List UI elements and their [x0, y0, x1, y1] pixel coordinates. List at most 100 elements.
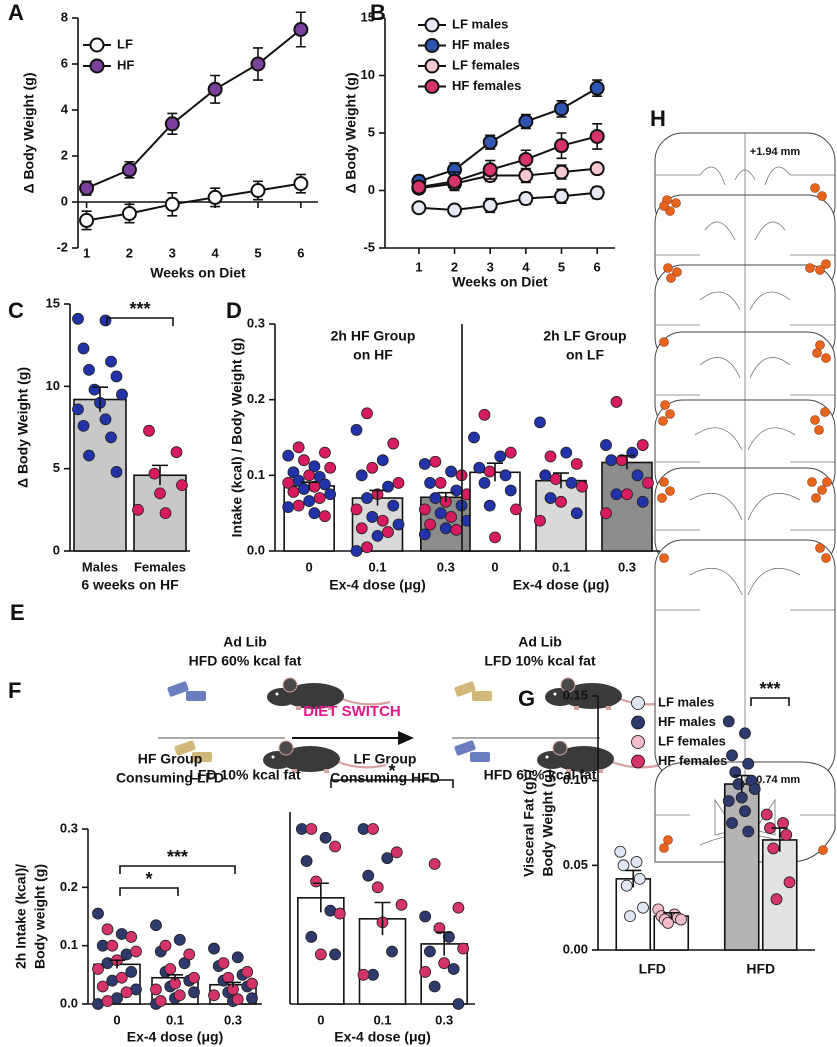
marker	[121, 206, 137, 221]
data-point	[544, 450, 557, 463]
data-point	[624, 910, 636, 923]
data-point	[468, 431, 480, 444]
y-tick-label: 0.15	[563, 687, 588, 702]
x-tick-label: 0	[306, 559, 313, 574]
data-point	[483, 499, 496, 512]
data-point	[620, 879, 633, 892]
data-point	[443, 931, 455, 943]
y-tick-label: 0.1	[60, 937, 78, 952]
data-point	[534, 514, 546, 527]
diagram-diet-label: HFD 60% kcal fat	[189, 653, 302, 669]
marker	[207, 189, 223, 205]
data-point	[600, 507, 612, 520]
y-tick-label: 0.3	[247, 315, 265, 330]
significance-label: ***	[759, 679, 780, 699]
marker	[293, 176, 309, 192]
legend-marker	[631, 715, 645, 730]
data-point	[642, 476, 654, 489]
y-tick-label: 5	[368, 124, 375, 139]
data-point	[433, 922, 446, 935]
pellet	[470, 752, 490, 762]
chart-title: Consuming HFD	[330, 770, 440, 786]
data-point	[636, 495, 649, 508]
data-point	[418, 458, 431, 470]
data-point	[549, 473, 562, 486]
data-point	[132, 503, 144, 516]
data-point	[77, 342, 90, 355]
legend-marker	[631, 735, 645, 749]
data-point	[489, 531, 501, 544]
data-point	[395, 898, 408, 911]
data-point	[636, 439, 649, 451]
data-point	[164, 963, 177, 975]
data-point	[282, 449, 295, 462]
data-point	[390, 846, 403, 859]
x-tick-label: 6	[297, 245, 304, 260]
data-point	[362, 869, 375, 882]
data-point	[308, 460, 321, 473]
data-point	[534, 416, 546, 429]
marker	[554, 188, 570, 204]
error-bar	[733, 774, 750, 793]
legend-label: HF males	[452, 37, 510, 52]
y-tick-label: 0	[368, 182, 375, 197]
x-axis-label: Ex-4 dose (μg)	[334, 1029, 430, 1045]
data-point	[387, 499, 400, 512]
diagram-heading: Ad Lib	[223, 634, 267, 650]
data-point	[99, 413, 112, 426]
error-bar	[109, 959, 125, 969]
y-tick-label: 2	[61, 147, 68, 162]
data-point	[424, 476, 436, 489]
error-bar	[553, 472, 569, 489]
data-point	[434, 476, 447, 489]
x-tick-label: 0.1	[373, 1012, 391, 1027]
error-bar	[436, 931, 453, 956]
data-point	[767, 842, 780, 855]
y-tick-label: 0.2	[60, 879, 78, 894]
data-point	[159, 507, 172, 520]
legend-marker	[424, 38, 440, 53]
x-tick-label: Males	[82, 559, 118, 574]
x-tick-label: 3	[169, 245, 176, 260]
data-point	[478, 408, 491, 421]
data-point	[222, 971, 235, 984]
legend-label: LF males	[452, 16, 508, 31]
data-point	[313, 492, 326, 504]
data-point	[319, 446, 331, 459]
y-tick-label: 0.0	[60, 995, 78, 1010]
data-point	[282, 501, 295, 514]
y-tick-label: 0.1	[247, 467, 265, 482]
data-point	[544, 492, 557, 504]
y-axis-label: Intake (kcal) / Body Weight (g)	[229, 338, 245, 538]
data-point	[386, 945, 398, 958]
data-point	[305, 823, 318, 835]
data-point	[499, 469, 512, 482]
marker	[518, 168, 534, 184]
data-point	[303, 469, 316, 482]
data-point	[130, 945, 142, 958]
y-axis-label: Δ Body Weight (g)	[21, 72, 37, 193]
y-axis-label: 2h Intake (kcal)/	[13, 864, 29, 969]
data-point	[570, 507, 583, 520]
significance-label: ***	[167, 847, 188, 867]
data-point	[310, 875, 322, 888]
significance-bracket	[106, 317, 174, 326]
error-bar	[437, 491, 454, 502]
legend-marker	[89, 37, 105, 53]
legend-label: LF males	[658, 694, 714, 709]
data-point	[319, 510, 331, 523]
pellet	[454, 740, 476, 756]
data-point	[183, 948, 196, 961]
panel-letter: H	[650, 106, 666, 131]
data-point	[392, 518, 405, 531]
legend-label: LF females	[658, 733, 726, 748]
data-point	[241, 966, 254, 978]
data-point	[452, 901, 465, 914]
x-tick-label: 3	[487, 259, 494, 274]
data-point	[418, 503, 431, 516]
diagram-switch-label: DIET SWITCH	[303, 703, 401, 720]
data-point	[125, 966, 138, 978]
data-point	[150, 919, 162, 932]
data-point	[159, 939, 172, 952]
